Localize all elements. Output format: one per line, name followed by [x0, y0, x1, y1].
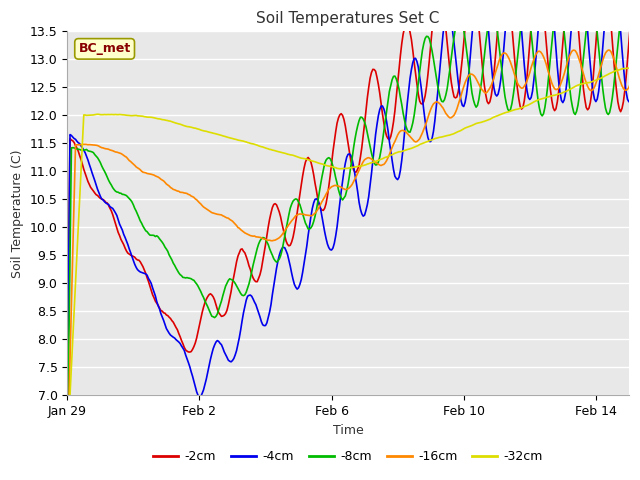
-16cm — [609, 52, 616, 58]
-32cm — [63, 448, 71, 454]
-2cm — [408, 36, 415, 42]
-16cm — [533, 50, 541, 56]
-4cm — [409, 60, 417, 66]
-32cm — [533, 97, 541, 103]
-32cm — [109, 112, 116, 118]
Y-axis label: Soil Temperature (C): Soil Temperature (C) — [11, 149, 24, 277]
-8cm — [607, 103, 615, 109]
-2cm — [109, 212, 116, 217]
-16cm — [63, 463, 71, 468]
-8cm — [475, 96, 483, 102]
-16cm — [570, 47, 578, 53]
Text: BC_met: BC_met — [79, 42, 131, 55]
-16cm — [109, 148, 116, 154]
-8cm — [109, 185, 116, 191]
Line: -4cm: -4cm — [67, 0, 640, 396]
-8cm — [408, 125, 415, 131]
Legend: -2cm, -4cm, -8cm, -16cm, -32cm: -2cm, -4cm, -8cm, -16cm, -32cm — [148, 445, 548, 468]
-2cm — [475, 24, 483, 30]
Title: Soil Temperatures Set C: Soil Temperatures Set C — [257, 11, 440, 26]
-2cm — [63, 395, 71, 400]
-4cm — [197, 394, 205, 399]
-8cm — [63, 465, 71, 471]
Line: -2cm: -2cm — [67, 0, 640, 397]
Line: -8cm: -8cm — [67, 2, 640, 468]
-32cm — [520, 104, 528, 109]
-32cm — [607, 70, 615, 76]
-8cm — [533, 85, 541, 91]
-32cm — [475, 120, 483, 126]
X-axis label: Time: Time — [333, 423, 364, 437]
-4cm — [522, 76, 529, 82]
-16cm — [408, 135, 415, 141]
-2cm — [520, 98, 528, 104]
-4cm — [534, 29, 542, 35]
-4cm — [109, 205, 116, 211]
-4cm — [63, 393, 71, 398]
-8cm — [520, 5, 528, 11]
Line: -16cm: -16cm — [67, 50, 640, 466]
-32cm — [408, 145, 415, 151]
Line: -32cm: -32cm — [67, 65, 640, 451]
-16cm — [520, 83, 528, 89]
-2cm — [607, 21, 615, 27]
-16cm — [475, 81, 483, 87]
